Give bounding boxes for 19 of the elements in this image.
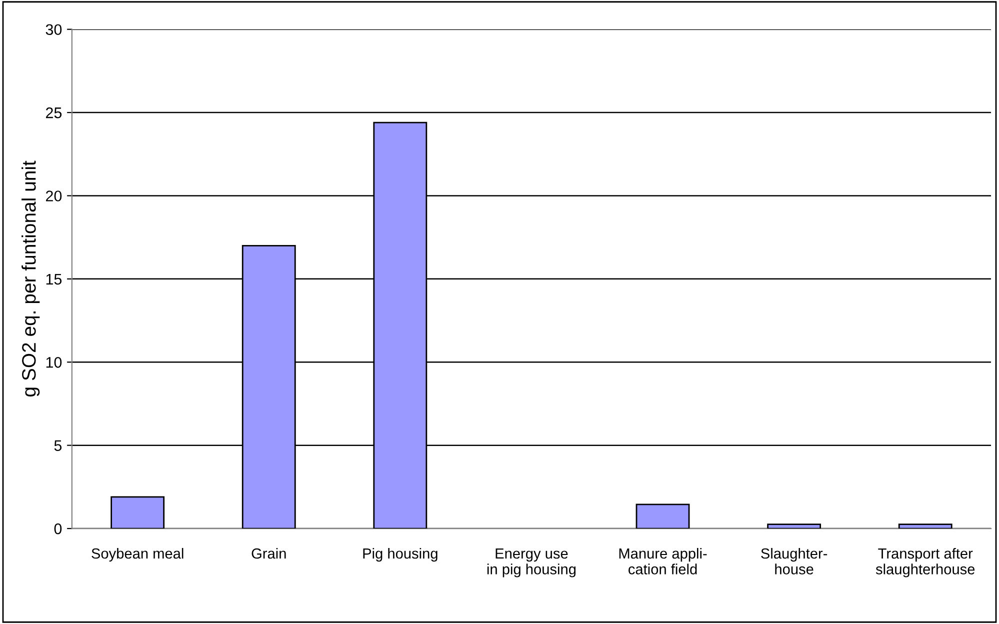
x-tick-label: Pig housing xyxy=(363,548,438,562)
x-tick-label: Manure appli- cation field xyxy=(619,548,707,574)
bar xyxy=(110,496,165,529)
x-tick-label: Transport after slaughterhouse xyxy=(876,548,975,578)
x-tick-label: Energy use in pig housing xyxy=(487,548,576,578)
y-tick-label: 20 xyxy=(46,190,62,202)
x-tick-label: Soybean meal xyxy=(92,548,184,562)
x-tick-label: Grain xyxy=(252,548,286,559)
bar xyxy=(767,524,822,529)
y-tick-label: 5 xyxy=(54,440,62,452)
y-tick-label: 10 xyxy=(46,356,62,368)
bar xyxy=(898,524,952,529)
bar xyxy=(636,504,690,529)
y-tick-label: 25 xyxy=(46,107,62,118)
x-tick-label: Slaughter- house xyxy=(761,548,828,574)
y-tick-label: 30 xyxy=(46,24,62,36)
y-tick-label: 0 xyxy=(54,523,62,534)
y-axis-title: g SO2 eq. per funtional unit xyxy=(22,160,40,396)
y-tick-label: 15 xyxy=(46,274,62,285)
